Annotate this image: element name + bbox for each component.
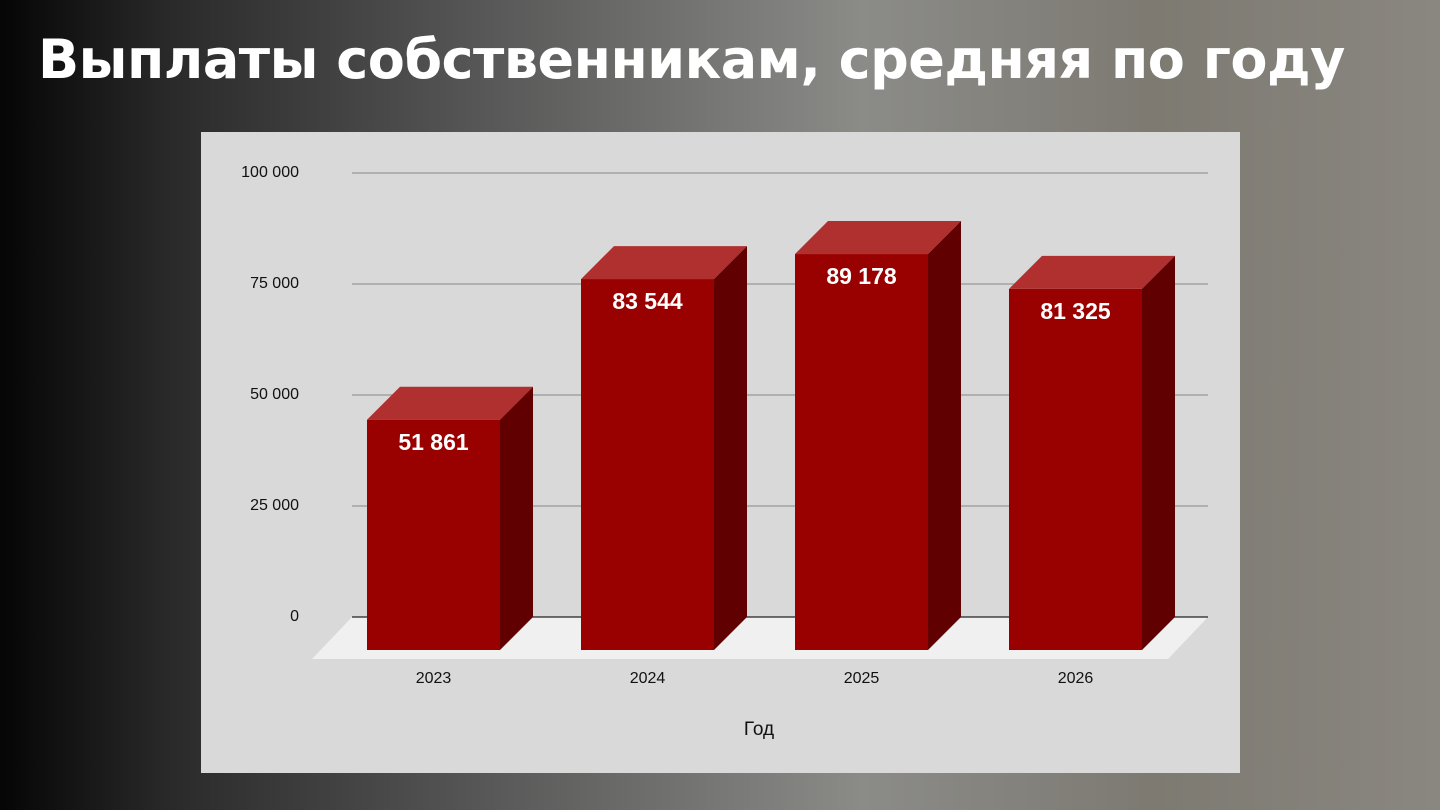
data-label: 51 861 [398, 429, 469, 455]
bar-top [367, 386, 533, 420]
bar [581, 279, 714, 650]
bar-side [1142, 255, 1175, 651]
bar [367, 419, 500, 650]
bar-side [500, 386, 533, 650]
bar-top [795, 221, 961, 255]
x-tick-label: 2023 [416, 670, 452, 687]
bar-top [1009, 255, 1175, 289]
data-label: 83 544 [612, 288, 683, 314]
y-tick-label: 75 000 [250, 275, 299, 292]
bar [795, 254, 928, 650]
y-tick-label: 100 000 [241, 164, 299, 181]
bar [1009, 288, 1142, 650]
slide-title: Выплаты собственникам, средняя по году [38, 28, 1345, 91]
bar-side [714, 246, 747, 650]
bar-side [928, 221, 961, 650]
data-label: 89 178 [826, 263, 897, 289]
floor [312, 617, 1208, 659]
y-tick-label: 25 000 [250, 497, 299, 514]
x-tick-label: 2026 [1058, 670, 1094, 687]
bar-top [581, 246, 747, 280]
y-tick-label: 50 000 [250, 386, 299, 403]
x-axis-label: Год [744, 719, 774, 740]
x-tick-label: 2025 [844, 670, 880, 687]
data-label: 81 325 [1040, 298, 1111, 324]
y-tick-label: 0 [290, 608, 299, 625]
x-tick-label: 2024 [630, 670, 666, 687]
